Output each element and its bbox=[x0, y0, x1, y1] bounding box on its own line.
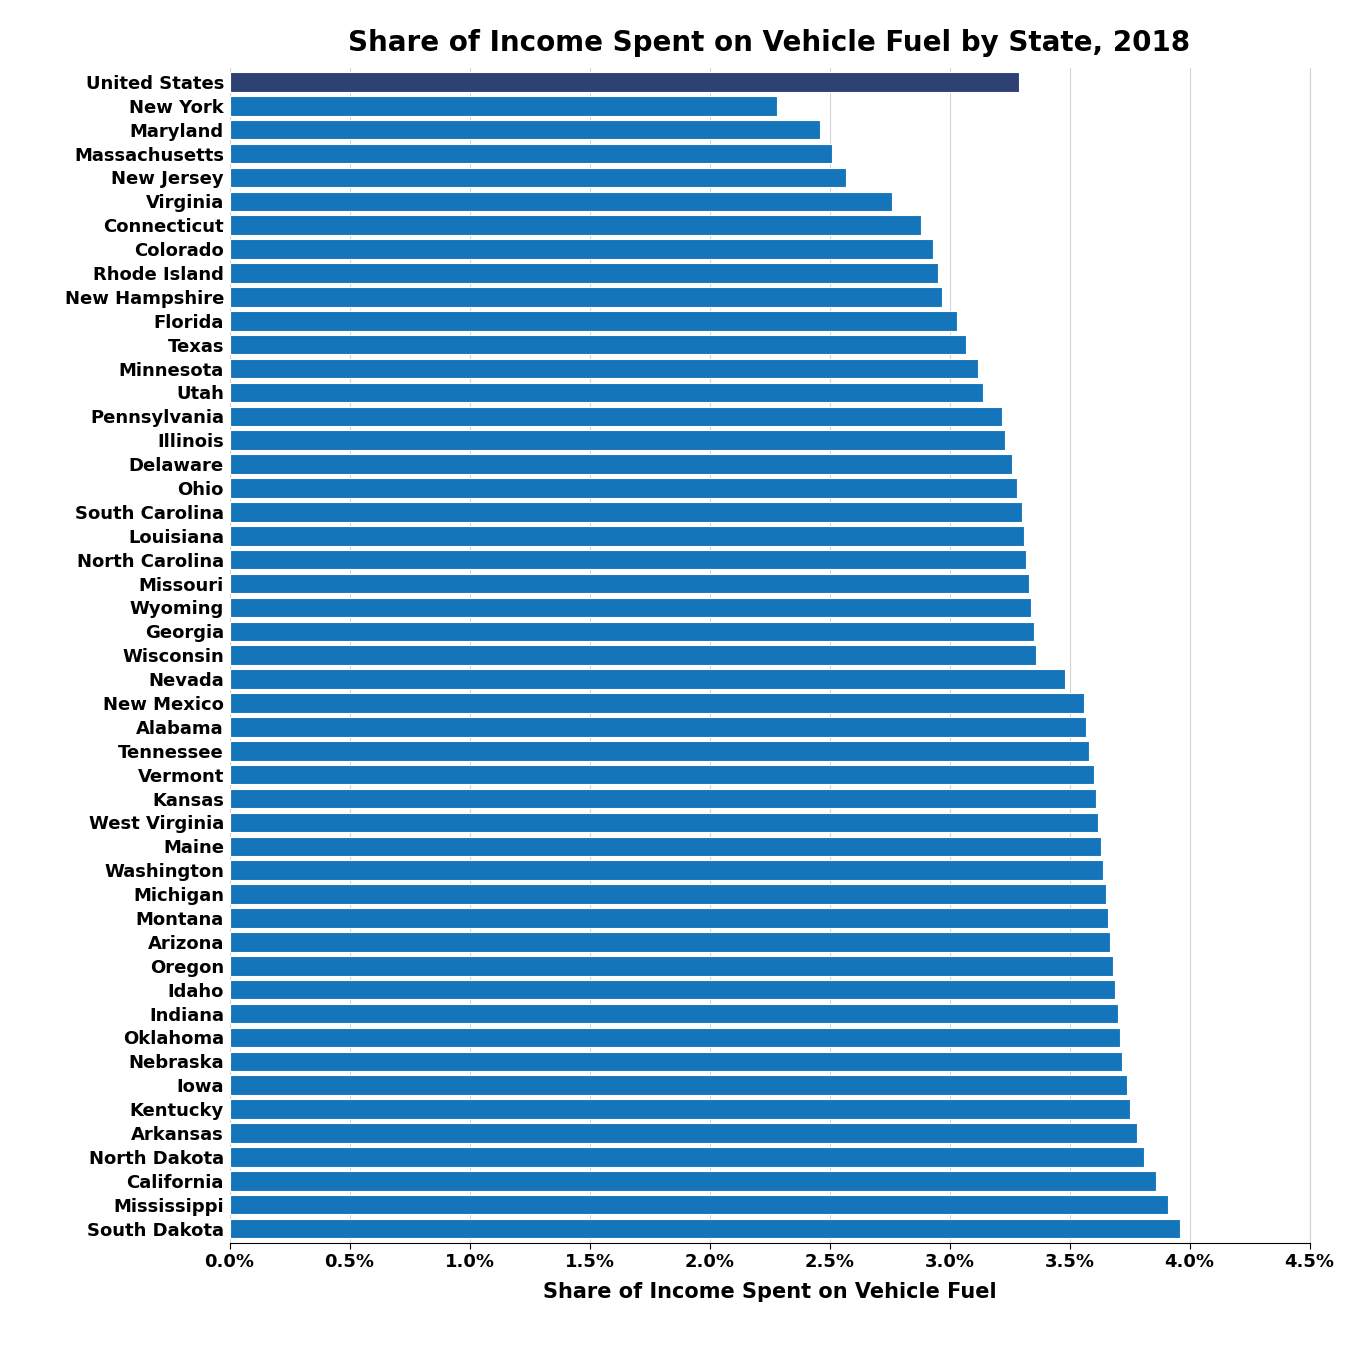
Bar bbox=[230, 789, 1096, 808]
Title: Share of Income Spent on Vehicle Fuel by State, 2018: Share of Income Spent on Vehicle Fuel by… bbox=[348, 28, 1191, 57]
Bar bbox=[230, 382, 983, 403]
Bar bbox=[230, 740, 1088, 761]
Bar bbox=[230, 311, 957, 331]
Bar bbox=[230, 693, 1084, 713]
Bar bbox=[230, 431, 1004, 450]
Bar bbox=[230, 1147, 1143, 1167]
Bar bbox=[230, 192, 892, 211]
Bar bbox=[230, 550, 1026, 570]
Bar bbox=[230, 1123, 1137, 1143]
Bar bbox=[230, 96, 776, 116]
Bar bbox=[230, 861, 1103, 880]
Bar bbox=[230, 1100, 1130, 1119]
Bar bbox=[230, 836, 1100, 857]
Bar bbox=[230, 885, 1106, 904]
Bar bbox=[230, 1075, 1127, 1096]
Bar bbox=[230, 908, 1108, 928]
Bar bbox=[230, 621, 1034, 642]
Bar bbox=[230, 168, 846, 188]
X-axis label: Share of Income Spent on Vehicle Fuel: Share of Income Spent on Vehicle Fuel bbox=[543, 1282, 996, 1302]
Bar bbox=[230, 957, 1112, 975]
Bar bbox=[230, 979, 1115, 1000]
Bar bbox=[230, 359, 979, 378]
Bar bbox=[230, 454, 1012, 474]
Bar bbox=[230, 813, 1099, 832]
Bar bbox=[230, 335, 967, 354]
Bar bbox=[230, 72, 1019, 92]
Bar bbox=[230, 597, 1031, 617]
Bar bbox=[230, 932, 1110, 951]
Bar bbox=[230, 717, 1087, 736]
Bar bbox=[230, 1028, 1120, 1047]
Bar bbox=[230, 478, 1017, 497]
Bar bbox=[230, 1219, 1180, 1239]
Bar bbox=[230, 143, 832, 163]
Bar bbox=[230, 239, 933, 259]
Bar bbox=[230, 765, 1094, 785]
Bar bbox=[230, 1051, 1122, 1071]
Bar bbox=[230, 574, 1029, 593]
Bar bbox=[230, 1004, 1118, 1023]
Bar bbox=[230, 407, 1002, 426]
Bar bbox=[230, 288, 942, 307]
Bar bbox=[230, 263, 937, 282]
Bar bbox=[230, 526, 1023, 546]
Bar bbox=[230, 669, 1065, 689]
Bar bbox=[230, 1171, 1156, 1190]
Bar bbox=[230, 215, 921, 235]
Bar bbox=[230, 646, 1035, 665]
Bar bbox=[230, 120, 819, 139]
Bar bbox=[230, 1194, 1168, 1215]
Bar bbox=[230, 503, 1022, 521]
